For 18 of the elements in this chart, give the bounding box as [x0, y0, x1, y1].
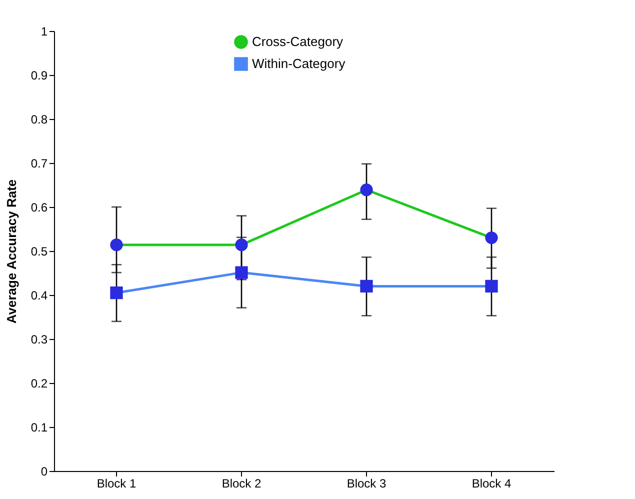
y-tick-label: 0.7 [30, 156, 48, 170]
y-tick-label: 0.9 [30, 68, 48, 82]
x-tick-label: Block 1 [96, 476, 136, 490]
y-tick-label: 0.2 [30, 376, 48, 390]
y-tick-label: 0.1 [30, 420, 48, 434]
y-tick-label: 0.6 [30, 200, 48, 214]
x-tick-label: Block 2 [222, 476, 262, 490]
y-tick-label: 0.4 [30, 288, 48, 302]
y-tick-label: 0.5 [30, 244, 48, 258]
y-axis-title: Average Accuracy Rate [4, 179, 19, 324]
y-tick-label: 0.8 [30, 112, 48, 126]
y-tick-label: 0.3 [30, 332, 48, 346]
y-tick-label: 0 [40, 464, 48, 478]
x-tick-label: Block 3 [346, 476, 386, 490]
legend-label: Within-Category [252, 56, 346, 71]
y-tick-label: 1 [40, 24, 48, 38]
x-tick-label: Block 4 [472, 476, 512, 490]
legend-label: Cross-Category [252, 34, 344, 49]
